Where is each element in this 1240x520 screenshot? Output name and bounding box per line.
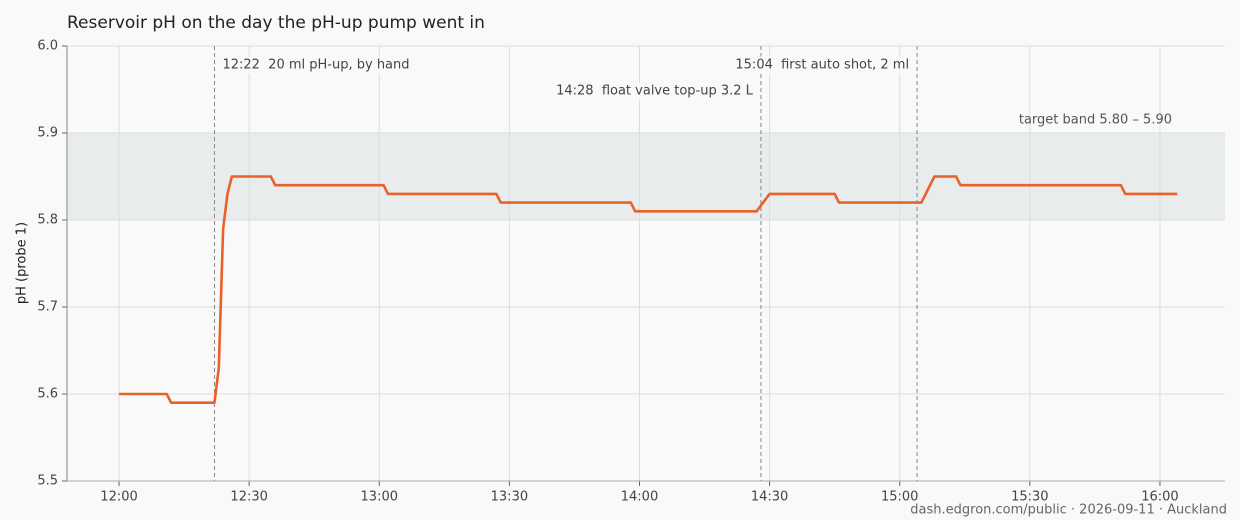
y-tick-label: 5.6 <box>37 387 58 402</box>
y-tick-label: 5.5 <box>37 474 58 489</box>
x-tick-label: 14:30 <box>751 490 788 505</box>
y-tick-label: 5.9 <box>37 126 58 141</box>
annotation-bg <box>731 56 914 74</box>
y-tick-label: 5.8 <box>37 213 58 228</box>
y-axis-label: pH (probe 1) <box>15 222 30 304</box>
x-tick-label: 14:00 <box>621 490 658 505</box>
footer: dash.edgron.com/public · 2026-09-11 · Au… <box>910 503 1227 518</box>
annotation-bg <box>552 82 758 100</box>
x-tick-label: 16:00 <box>1141 490 1178 505</box>
annotation-bg <box>218 56 414 74</box>
x-tick-label: 13:00 <box>361 490 398 505</box>
y-tick-label: 6.0 <box>37 39 58 54</box>
annotation-label: 14:28 float valve top-up 3.2 L <box>556 84 754 99</box>
x-tick-label: 12:30 <box>230 490 267 505</box>
band-label: target band 5.80 – 5.90 <box>1019 113 1172 128</box>
annotation-label: 15:04 first auto shot, 2 ml <box>735 58 909 73</box>
chart-title: Reservoir pH on the day the pH-up pump w… <box>67 13 485 33</box>
x-tick-label: 15:00 <box>881 490 918 505</box>
ph-line <box>119 175 1178 404</box>
x-tick-label: 12:00 <box>100 490 137 505</box>
y-tick-label: 5.7 <box>37 300 58 315</box>
x-tick-label: 13:30 <box>491 490 528 505</box>
x-tick-label: 15:30 <box>1011 490 1048 505</box>
annotation-label: 12:22 20 ml pH-up, by hand <box>222 58 409 73</box>
